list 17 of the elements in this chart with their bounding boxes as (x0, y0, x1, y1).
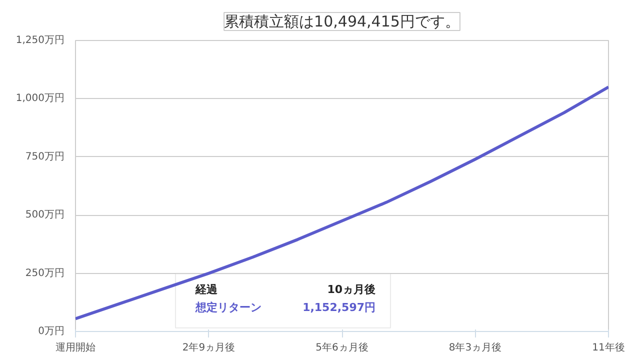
x-tick-label: 運用開始 (56, 342, 96, 354)
y-tick-label: 250万円 (25, 268, 65, 279)
chart-title: 累積積立額は10,494,415円です。 (224, 12, 460, 30)
y-tick-label: 0万円 (38, 326, 65, 337)
annotation: 経過 (194, 282, 218, 296)
x-tick-label: 11年後 (592, 342, 625, 354)
y-tick-label: 1,250万円 (16, 35, 65, 46)
y-tick-label: 500万円 (25, 210, 65, 221)
y-tick-label: 750万円 (25, 151, 65, 162)
annotation: 想定リターン (194, 300, 262, 314)
y-tick-label: 1,000万円 (16, 93, 65, 104)
x-tick-label: 2年9ヵ月後 (182, 342, 236, 354)
annotation: 1,152,597円 (302, 300, 376, 314)
line-series (76, 86, 608, 320)
annotation: 10ヵ月後 (327, 282, 376, 296)
x-tick-label: 5年6ヵ月後 (316, 342, 368, 354)
x-tick-label: 8年3ヵ月後 (448, 342, 502, 354)
